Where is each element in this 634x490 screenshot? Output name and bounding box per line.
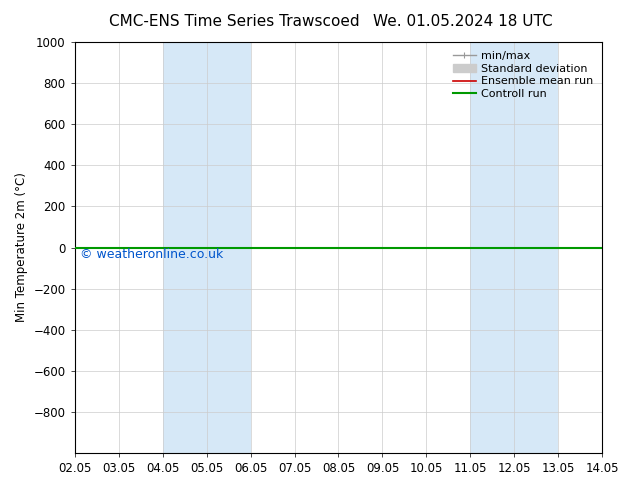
Y-axis label: Min Temperature 2m (°C): Min Temperature 2m (°C) xyxy=(15,172,28,322)
Text: © weatheronline.co.uk: © weatheronline.co.uk xyxy=(80,247,223,261)
Text: We. 01.05.2024 18 UTC: We. 01.05.2024 18 UTC xyxy=(373,14,553,29)
Text: CMC-ENS Time Series Trawscoed: CMC-ENS Time Series Trawscoed xyxy=(109,14,360,29)
Legend: min/max, Standard deviation, Ensemble mean run, Controll run: min/max, Standard deviation, Ensemble me… xyxy=(450,48,597,102)
Bar xyxy=(163,42,250,453)
Bar xyxy=(470,42,559,453)
